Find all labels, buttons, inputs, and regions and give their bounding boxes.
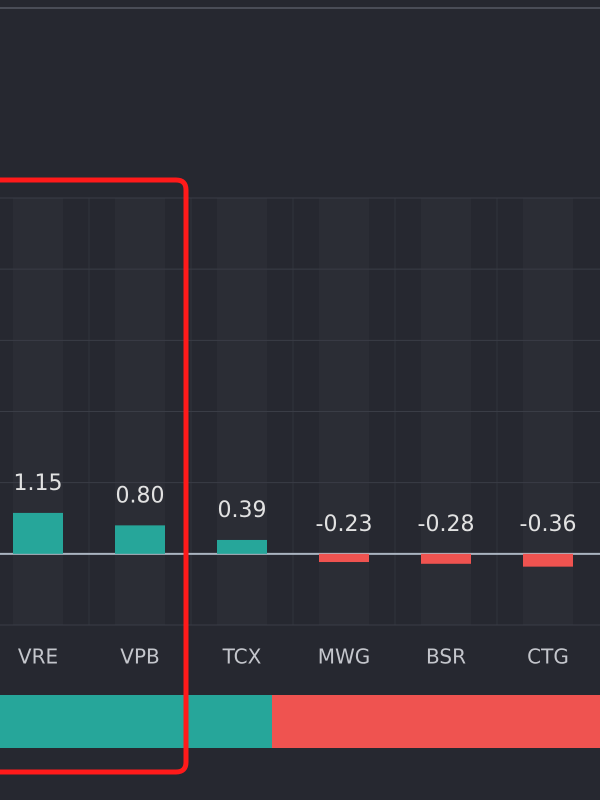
x-tick-label: VRE: [18, 645, 58, 669]
bar: [217, 539, 267, 554]
bar: [421, 553, 471, 564]
value-label: 1.15: [14, 471, 63, 496]
value-label: 0.80: [116, 483, 165, 508]
x-tick-label: TCX: [222, 645, 262, 669]
x-tick-label: CTG: [527, 645, 569, 669]
x-tick-label: VPB: [120, 645, 159, 669]
value-label: -0.36: [520, 512, 577, 537]
buy-ratio-bar: [0, 695, 272, 748]
bar: [319, 553, 369, 563]
bar: [523, 553, 573, 567]
highlight-box: [0, 177, 189, 775]
value-label: -0.23: [316, 512, 373, 537]
sell-ratio-bar: [272, 695, 600, 748]
value-label: -0.28: [418, 512, 475, 537]
bar: [13, 512, 63, 554]
chart: 1.15 VRE 0.80 VPB 0.39 TCX -0.23 MWG -0.28 BSR -0.…: [0, 197, 600, 669]
x-tick-label: BSR: [426, 645, 466, 669]
value-label: 0.39: [218, 498, 267, 523]
x-tick-label: MWG: [318, 645, 371, 669]
bar: [115, 525, 165, 554]
